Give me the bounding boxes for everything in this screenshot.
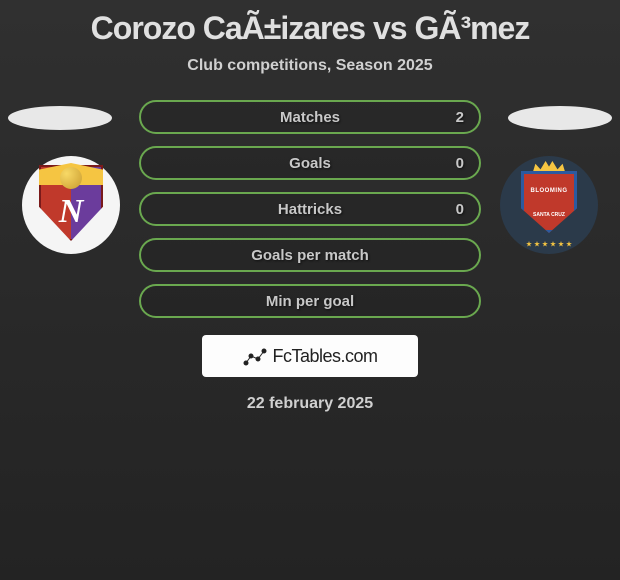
brand-prefix: Fc bbox=[272, 346, 291, 366]
stat-right-value: 0 bbox=[456, 201, 464, 218]
stat-right-value: 2 bbox=[456, 109, 464, 126]
star-icon bbox=[542, 241, 548, 247]
stat-label: Goals bbox=[289, 155, 331, 172]
stat-label: Goals per match bbox=[251, 247, 369, 264]
shield-right: BLOOMING SANTA CRUZ bbox=[521, 171, 577, 239]
stat-row-goals-per-match: Goals per match bbox=[139, 238, 481, 272]
badge-inner-left: N bbox=[22, 156, 120, 254]
stat-label: Hattricks bbox=[278, 201, 342, 218]
player-photo-right bbox=[508, 106, 612, 130]
club-badge-left: N bbox=[22, 156, 120, 254]
star-icon bbox=[558, 241, 564, 247]
player-photo-left bbox=[8, 106, 112, 130]
brand-name: Tables.com bbox=[291, 346, 377, 366]
star-icon bbox=[526, 241, 532, 247]
shield-ball-icon bbox=[60, 167, 82, 189]
club-city-right: SANTA CRUZ bbox=[524, 212, 574, 218]
brand-text: FcTables.com bbox=[272, 346, 377, 367]
shield-left: N bbox=[39, 165, 103, 245]
shield-letter: N bbox=[59, 193, 84, 231]
stat-row-min-per-goal: Min per goal bbox=[139, 284, 481, 318]
star-icon bbox=[534, 241, 540, 247]
stars-row bbox=[526, 241, 572, 247]
player-compare-widget: Corozo CaÃ±izares vs GÃ³mez Club competi… bbox=[0, 0, 620, 413]
h2h-date: 22 february 2025 bbox=[247, 395, 373, 413]
shield-shape-right: BLOOMING SANTA CRUZ bbox=[521, 171, 577, 233]
stat-row-goals: Goals 0 bbox=[139, 146, 481, 180]
stat-label: Min per goal bbox=[266, 293, 354, 310]
brand-logo[interactable]: FcTables.com bbox=[202, 335, 418, 377]
competitions-subtitle: Club competitions, Season 2025 bbox=[187, 57, 432, 75]
club-name-right: BLOOMING bbox=[524, 188, 574, 194]
page-title: Corozo CaÃ±izares vs GÃ³mez bbox=[91, 10, 530, 47]
stat-row-hattricks: Hattricks 0 bbox=[139, 192, 481, 226]
star-icon bbox=[566, 241, 572, 247]
stat-label: Matches bbox=[280, 109, 340, 126]
stat-right-value: 0 bbox=[456, 155, 464, 172]
club-badge-right: BLOOMING SANTA CRUZ bbox=[500, 156, 598, 254]
badge-inner-right: BLOOMING SANTA CRUZ bbox=[500, 156, 598, 254]
stat-row-matches: Matches 2 bbox=[139, 100, 481, 134]
star-icon bbox=[550, 241, 556, 247]
network-icon bbox=[242, 345, 268, 367]
stats-content: N BLOOMING SANTA CRUZ bbox=[0, 100, 620, 413]
